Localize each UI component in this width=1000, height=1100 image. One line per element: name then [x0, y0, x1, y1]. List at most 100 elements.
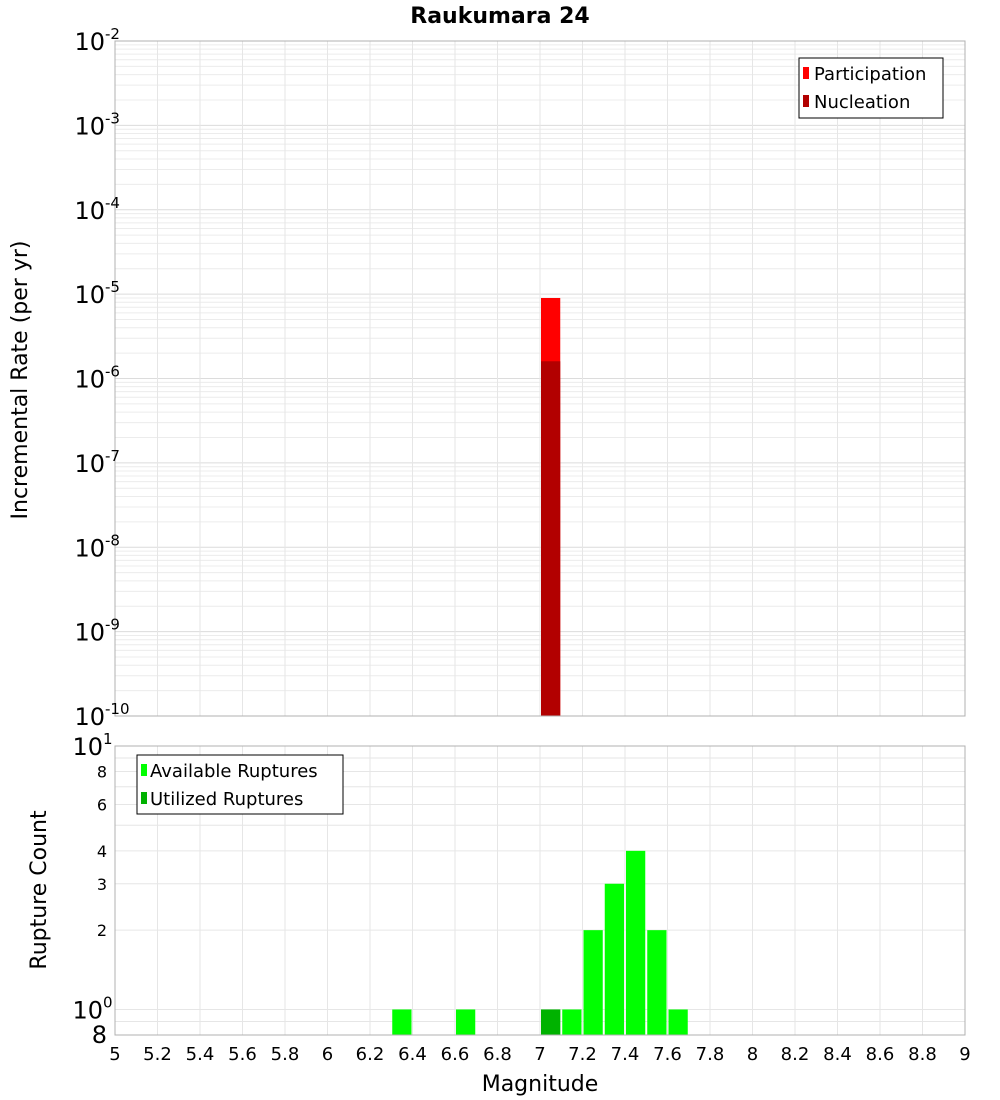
legend-swatch-nucleation [803, 95, 809, 107]
x-tick-label: 8.8 [908, 1044, 937, 1065]
x-tick-label: 8.4 [823, 1044, 852, 1065]
top-y-tick-label: 10 -9 [74, 616, 120, 647]
bottom-y-tick-number: 2 [97, 921, 107, 940]
top-y-tick-label: 10 -3 [74, 109, 120, 140]
bar-available-ruptures [604, 883, 624, 1035]
bar-available-ruptures [668, 1009, 688, 1035]
top-y-tick-base: 10 [74, 197, 105, 225]
x-tick-label: 5.6 [228, 1044, 257, 1065]
bottom-y-tick-number: 6 [97, 795, 107, 814]
bottom-y-tick-label: 3 [97, 875, 107, 894]
top-y-tick-label: 10 -4 [74, 194, 120, 225]
x-tick-label: 5.8 [271, 1044, 300, 1065]
bar-available-ruptures [562, 1009, 582, 1035]
top-y-tick-exp: -5 [105, 278, 120, 296]
bottom-y-tick-label: 8 [97, 763, 107, 782]
bottom-y-tick-number: 3 [97, 875, 107, 894]
x-tick-labels: 5 5.2 5.4 5.6 5.8 6 6.2 6.4 6.6 6.8 7 7.2 7.4 7.6 7.8 8… [109, 1044, 970, 1065]
top-y-tick-exp: -3 [105, 109, 120, 127]
bottom-y-tick-label: 10 1 [72, 730, 112, 761]
x-tick-label: 7.6 [653, 1044, 682, 1065]
bottom-y-tick-exp: 1 [103, 730, 113, 748]
legend-label-available-ruptures: Available Ruptures [150, 761, 318, 782]
x-tick-label: 7.8 [696, 1044, 725, 1065]
top-y-tick-base: 10 [74, 366, 105, 394]
bar-available-ruptures [392, 1009, 412, 1035]
top-y-tick-label: 10 -8 [74, 531, 120, 562]
legend-label-participation: Participation [814, 64, 926, 85]
x-tick-label: 5 [109, 1044, 120, 1065]
x-tick-label: 7.4 [611, 1044, 640, 1065]
top-y-tick-label: 10 -10 [74, 700, 129, 731]
legend-swatch-utilized-ruptures [141, 792, 147, 804]
x-tick-label: 5.2 [143, 1044, 172, 1065]
x-tick-label: 9 [959, 1044, 970, 1065]
top-y-tick-exp: -6 [105, 363, 120, 381]
legend-label-utilized-ruptures: Utilized Ruptures [150, 789, 303, 810]
bottom-plot-area [114, 745, 966, 1036]
bottom-legend-box [136, 754, 344, 815]
top-y-axis-label: Incremental Rate (per yr) [8, 241, 33, 520]
x-tick-label: 6.2 [356, 1044, 385, 1065]
bottom-y-tick-label: 4 [97, 842, 107, 861]
bottom-y-tick-number: 8 [92, 1021, 107, 1049]
x-tick-label: 7 [534, 1044, 545, 1065]
top-y-tick-labels: 10-210-310-410-510-610-710-810-910-10 [74, 25, 129, 731]
top-y-tick-base: 10 [74, 534, 105, 562]
top-legend: Participation Nucleation [798, 57, 944, 119]
bar-available-ruptures [456, 1009, 476, 1035]
x-tick-label: 5.4 [186, 1044, 215, 1065]
bottom-y-tick-label: 2 [97, 921, 107, 940]
top-y-tick-label: 10 -2 [74, 25, 120, 56]
x-tick-label: 6.6 [441, 1044, 470, 1065]
bottom-y-tick-number: 4 [97, 842, 107, 861]
bottom-y-tick-label: 10 0 [72, 993, 112, 1024]
legend-label-nucleation: Nucleation [814, 92, 910, 113]
bottom-legend: Available Ruptures Utilized Ruptures [136, 754, 344, 815]
top-y-tick-base: 10 [74, 112, 105, 140]
bottom-y-tick-number: 8 [97, 763, 107, 782]
x-tick-label: 7.2 [568, 1044, 597, 1065]
bottom-y-tick-base: 10 [72, 733, 103, 761]
top-y-tick-exp: -9 [105, 616, 120, 634]
bar-utilized-ruptures [541, 1009, 561, 1035]
top-y-tick-base: 10 [74, 281, 105, 309]
bottom-bars [392, 850, 688, 1035]
top-y-tick-exp: -8 [105, 531, 120, 549]
bar-available-ruptures [583, 930, 603, 1035]
top-bars [541, 297, 561, 716]
top-y-tick-base: 10 [74, 450, 105, 478]
legend-swatch-participation [803, 67, 809, 79]
top-y-tick-label: 10 -5 [74, 278, 120, 309]
top-y-tick-exp: -7 [105, 447, 120, 465]
top-y-tick-exp: -10 [105, 700, 130, 718]
x-tick-label: 6 [322, 1044, 333, 1065]
bar-nucleation [541, 361, 561, 716]
bottom-y-tick-base: 10 [72, 996, 103, 1024]
legend-swatch-available-ruptures [141, 764, 147, 776]
x-axis-label: Magnitude [482, 1072, 599, 1097]
x-tick-label: 8.6 [866, 1044, 895, 1065]
bottom-y-axis-label: Rupture Count [27, 810, 52, 970]
top-y-tick-base: 10 [74, 703, 105, 731]
top-grid [114, 41, 966, 717]
bottom-y-tick-label: 8 [92, 1021, 107, 1049]
top-y-tick-exp: -4 [105, 194, 120, 212]
top-y-tick-base: 10 [74, 28, 105, 56]
x-tick-label: 6.4 [398, 1044, 427, 1065]
top-plot-area [114, 40, 966, 717]
x-tick-label: 6.8 [483, 1044, 512, 1065]
bottom-y-tick-exp: 0 [103, 993, 113, 1011]
chart-title: Raukumara 24 [410, 4, 589, 29]
top-legend-box [798, 57, 944, 119]
bottom-y-tick-label: 6 [97, 795, 107, 814]
bar-available-ruptures [647, 930, 667, 1035]
x-tick-label: 8.2 [781, 1044, 810, 1065]
top-y-tick-label: 10 -6 [74, 363, 120, 394]
top-y-tick-label: 10 -7 [74, 447, 120, 478]
bar-available-ruptures [626, 850, 646, 1035]
x-tick-label: 8 [747, 1044, 758, 1065]
top-y-tick-exp: -2 [105, 25, 120, 43]
